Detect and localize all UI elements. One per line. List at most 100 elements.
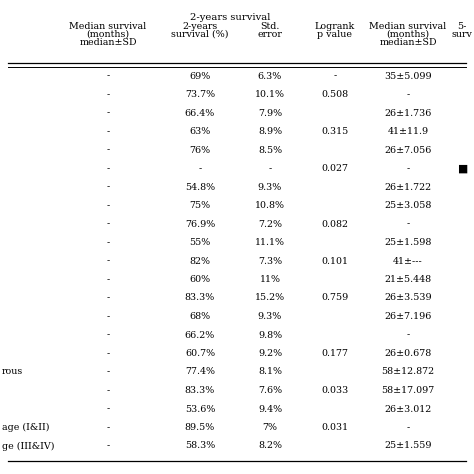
Text: 82%: 82% xyxy=(190,256,210,265)
Text: 7.3%: 7.3% xyxy=(258,256,282,265)
Text: 26±1.722: 26±1.722 xyxy=(384,182,431,191)
Text: 89.5%: 89.5% xyxy=(185,423,215,432)
Text: 26±0.678: 26±0.678 xyxy=(384,349,432,358)
Text: (months): (months) xyxy=(386,30,429,39)
Text: Median survival: Median survival xyxy=(369,22,447,31)
Text: 83.3%: 83.3% xyxy=(185,386,215,395)
Text: 26±7.056: 26±7.056 xyxy=(384,146,432,155)
Text: 10.1%: 10.1% xyxy=(255,90,285,99)
Text: ge (III&IV): ge (III&IV) xyxy=(2,441,55,451)
Text: -: - xyxy=(406,219,410,228)
Text: 35±5.099: 35±5.099 xyxy=(384,72,432,81)
Text: -: - xyxy=(106,330,109,339)
Text: 5-: 5- xyxy=(457,22,467,31)
Text: Std.: Std. xyxy=(260,22,280,31)
Text: 0.082: 0.082 xyxy=(321,219,348,228)
Text: 26±1.736: 26±1.736 xyxy=(384,109,432,118)
Text: survival (%): survival (%) xyxy=(171,30,229,39)
Text: -: - xyxy=(106,367,109,376)
Text: -: - xyxy=(106,404,109,413)
Text: 25±3.058: 25±3.058 xyxy=(384,201,432,210)
Text: 0.027: 0.027 xyxy=(321,164,348,173)
Text: 11%: 11% xyxy=(259,275,281,284)
Text: 2-years: 2-years xyxy=(182,22,218,31)
Text: -: - xyxy=(106,90,109,99)
Text: 60%: 60% xyxy=(190,275,210,284)
Text: 0.101: 0.101 xyxy=(321,256,348,265)
Text: -: - xyxy=(199,164,201,173)
Text: 76%: 76% xyxy=(190,146,210,155)
Text: -: - xyxy=(106,312,109,321)
Text: -: - xyxy=(106,441,109,450)
Text: 9.8%: 9.8% xyxy=(258,330,282,339)
Text: 7%: 7% xyxy=(263,423,277,432)
Text: age (I&II): age (I&II) xyxy=(2,423,49,432)
Text: 66.2%: 66.2% xyxy=(185,330,215,339)
Text: 9.2%: 9.2% xyxy=(258,349,282,358)
Text: 77.4%: 77.4% xyxy=(185,367,215,376)
Text: 69%: 69% xyxy=(190,72,210,81)
Text: 41±---: 41±--- xyxy=(393,256,423,265)
Text: 7.6%: 7.6% xyxy=(258,386,282,395)
Text: -: - xyxy=(106,146,109,155)
Text: 75%: 75% xyxy=(190,201,210,210)
Text: 0.177: 0.177 xyxy=(321,349,348,358)
Text: Logrank: Logrank xyxy=(315,22,355,31)
Text: 63%: 63% xyxy=(190,127,210,136)
Text: 0.759: 0.759 xyxy=(321,293,348,302)
Text: 0.033: 0.033 xyxy=(321,386,348,395)
Text: 25±1.559: 25±1.559 xyxy=(384,441,432,450)
Text: 8.5%: 8.5% xyxy=(258,146,282,155)
Text: -: - xyxy=(106,386,109,395)
Text: 8.2%: 8.2% xyxy=(258,441,282,450)
Text: 9.4%: 9.4% xyxy=(258,404,282,413)
Text: 26±7.196: 26±7.196 xyxy=(384,312,432,321)
Text: 73.7%: 73.7% xyxy=(185,90,215,99)
Text: 26±3.539: 26±3.539 xyxy=(384,293,432,302)
Text: 53.6%: 53.6% xyxy=(185,404,215,413)
Text: -: - xyxy=(106,238,109,247)
Text: 8.9%: 8.9% xyxy=(258,127,282,136)
Text: -: - xyxy=(106,201,109,210)
Text: rous: rous xyxy=(2,367,23,376)
Text: -: - xyxy=(106,164,109,173)
Text: 0.508: 0.508 xyxy=(321,90,348,99)
Text: 0.031: 0.031 xyxy=(321,423,348,432)
Text: 58±17.097: 58±17.097 xyxy=(382,386,435,395)
Text: median±SD: median±SD xyxy=(379,38,437,47)
Text: -: - xyxy=(106,256,109,265)
Text: 15.2%: 15.2% xyxy=(255,293,285,302)
Text: 55%: 55% xyxy=(190,238,210,247)
Text: -: - xyxy=(106,219,109,228)
Text: (months): (months) xyxy=(86,30,129,39)
Text: 26±3.012: 26±3.012 xyxy=(384,404,432,413)
Text: median±SD: median±SD xyxy=(79,38,137,47)
Text: 7.9%: 7.9% xyxy=(258,109,282,118)
Text: -: - xyxy=(106,109,109,118)
Text: -: - xyxy=(406,423,410,432)
Text: -: - xyxy=(106,275,109,284)
Text: 10.8%: 10.8% xyxy=(255,201,285,210)
Text: 9.3%: 9.3% xyxy=(258,312,282,321)
Text: 68%: 68% xyxy=(190,312,210,321)
Text: 58.3%: 58.3% xyxy=(185,441,215,450)
Text: 11.1%: 11.1% xyxy=(255,238,285,247)
Text: -: - xyxy=(406,330,410,339)
Text: 2-years survival: 2-years survival xyxy=(190,13,270,22)
Text: -: - xyxy=(333,72,337,81)
Text: 66.4%: 66.4% xyxy=(185,109,215,118)
Text: 76.9%: 76.9% xyxy=(185,219,215,228)
Text: 54.8%: 54.8% xyxy=(185,182,215,191)
Text: -: - xyxy=(106,423,109,432)
Text: 60.7%: 60.7% xyxy=(185,349,215,358)
Text: -: - xyxy=(106,349,109,358)
Text: -: - xyxy=(406,90,410,99)
Text: 7.2%: 7.2% xyxy=(258,219,282,228)
Text: 6.3%: 6.3% xyxy=(258,72,282,81)
Text: 0.315: 0.315 xyxy=(321,127,348,136)
Text: -: - xyxy=(268,164,272,173)
Text: error: error xyxy=(257,30,283,39)
Text: -: - xyxy=(406,164,410,173)
Text: 8.1%: 8.1% xyxy=(258,367,282,376)
Text: 41±11.9: 41±11.9 xyxy=(387,127,428,136)
